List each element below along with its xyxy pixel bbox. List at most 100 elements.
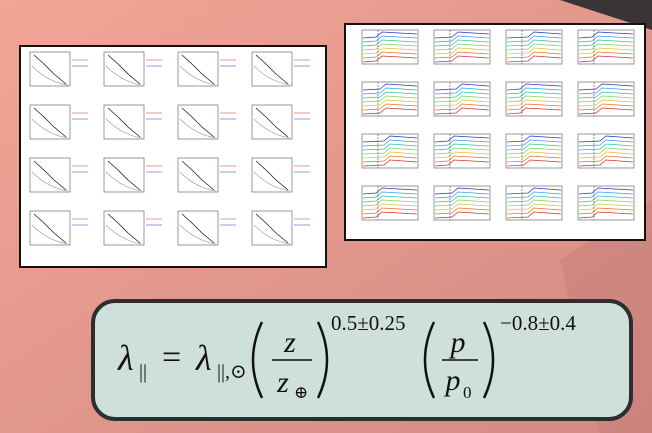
left-figure <box>19 45 327 268</box>
thumb-line <box>578 143 634 151</box>
thumb-line <box>578 83 634 91</box>
thumb-frame <box>433 133 491 169</box>
thumb-line <box>362 191 418 199</box>
thumb-line <box>33 213 67 244</box>
thumb-line <box>362 159 418 167</box>
thumb-line <box>434 47 490 55</box>
thumb-line <box>362 211 418 219</box>
thumb-line <box>506 143 562 151</box>
thumb-line <box>434 187 490 195</box>
thumb-line <box>578 99 634 107</box>
thumb-line <box>578 87 634 95</box>
thumb-frame <box>29 104 71 140</box>
thumb-line <box>578 55 634 63</box>
thumb-frame <box>177 51 219 87</box>
thumb-line <box>578 211 634 219</box>
thumb-line <box>578 203 634 211</box>
thumb-line <box>179 118 217 139</box>
thumb-line <box>506 211 562 219</box>
thumb-line <box>434 139 490 147</box>
subscript: 0 <box>463 383 472 402</box>
thumb-frame <box>433 185 491 221</box>
thumb-line <box>33 54 67 85</box>
denominator: z <box>276 366 289 399</box>
exponent: −0.8±0.4 <box>500 311 576 335</box>
thumb-line <box>578 107 634 115</box>
thumb-line <box>578 91 634 99</box>
thumb-line <box>362 55 418 63</box>
thumb-line <box>107 107 141 138</box>
thumb-line <box>253 171 291 192</box>
thumb-line <box>434 39 490 47</box>
thumb-line <box>506 139 562 147</box>
thumb-line <box>434 207 490 215</box>
denominator: p <box>444 364 461 397</box>
thumb-line <box>362 51 418 59</box>
thumb-frame <box>433 29 491 65</box>
thumb-line <box>578 39 634 47</box>
thumb-line <box>434 155 490 163</box>
thumb-line <box>362 107 418 115</box>
thumb-frame <box>505 29 563 65</box>
thumb-line <box>362 103 418 111</box>
thumb-line <box>33 107 67 138</box>
thumb-frame <box>251 210 293 246</box>
thumb-line <box>434 83 490 91</box>
numerator: z <box>283 326 296 359</box>
thumb-line <box>578 187 634 195</box>
subscript: ||,⊙ <box>217 361 247 383</box>
thumb-line <box>255 54 289 85</box>
thumbnails <box>29 29 635 246</box>
thumb-line <box>33 160 67 191</box>
thumb-line <box>506 191 562 199</box>
thumb-line <box>107 160 141 191</box>
thumb-line <box>434 35 490 43</box>
subscript: || <box>139 361 147 383</box>
thumb-line <box>362 43 418 51</box>
thumb-line <box>31 65 69 86</box>
thumb-frame <box>177 104 219 140</box>
paren <box>423 321 436 399</box>
thumb-line <box>362 39 418 47</box>
thumb-line <box>434 151 490 159</box>
thumb-frame <box>177 157 219 193</box>
thumb-line <box>578 47 634 55</box>
thumb-line <box>578 207 634 215</box>
thumb-line <box>434 91 490 99</box>
thumb-line <box>434 31 490 39</box>
thumb-line <box>506 51 562 59</box>
thumb-frame <box>361 133 419 169</box>
thumb-frame <box>505 185 563 221</box>
thumb-line <box>255 107 289 138</box>
thumb-line <box>506 107 562 115</box>
thumb-frame <box>29 51 71 87</box>
thumb-line <box>578 95 634 103</box>
thumb-frame <box>251 104 293 140</box>
thumb-line <box>506 99 562 107</box>
thumb-frame <box>577 29 635 65</box>
thumb-line <box>253 118 291 139</box>
thumb-frame <box>577 81 635 117</box>
thumb-frame <box>577 133 635 169</box>
thumb-line <box>506 159 562 167</box>
thumb-line <box>434 103 490 111</box>
paren <box>251 321 264 399</box>
thumb-line <box>362 47 418 55</box>
thumb-frame <box>29 210 71 246</box>
subscript: ⊕ <box>294 383 308 402</box>
thumb-line <box>107 213 141 244</box>
symbol: λ <box>195 338 212 378</box>
thumb-line <box>105 65 143 86</box>
formula-box <box>91 299 633 421</box>
thumb-line <box>506 83 562 91</box>
thumb-frame <box>177 210 219 246</box>
thumb-line <box>362 155 418 163</box>
right-figure <box>344 23 646 241</box>
thumb-line <box>578 51 634 59</box>
thumb-line <box>578 151 634 159</box>
thumb-line <box>179 171 217 192</box>
thumb-line <box>362 83 418 91</box>
thumb-frame <box>361 81 419 117</box>
thumb-line <box>578 35 634 43</box>
